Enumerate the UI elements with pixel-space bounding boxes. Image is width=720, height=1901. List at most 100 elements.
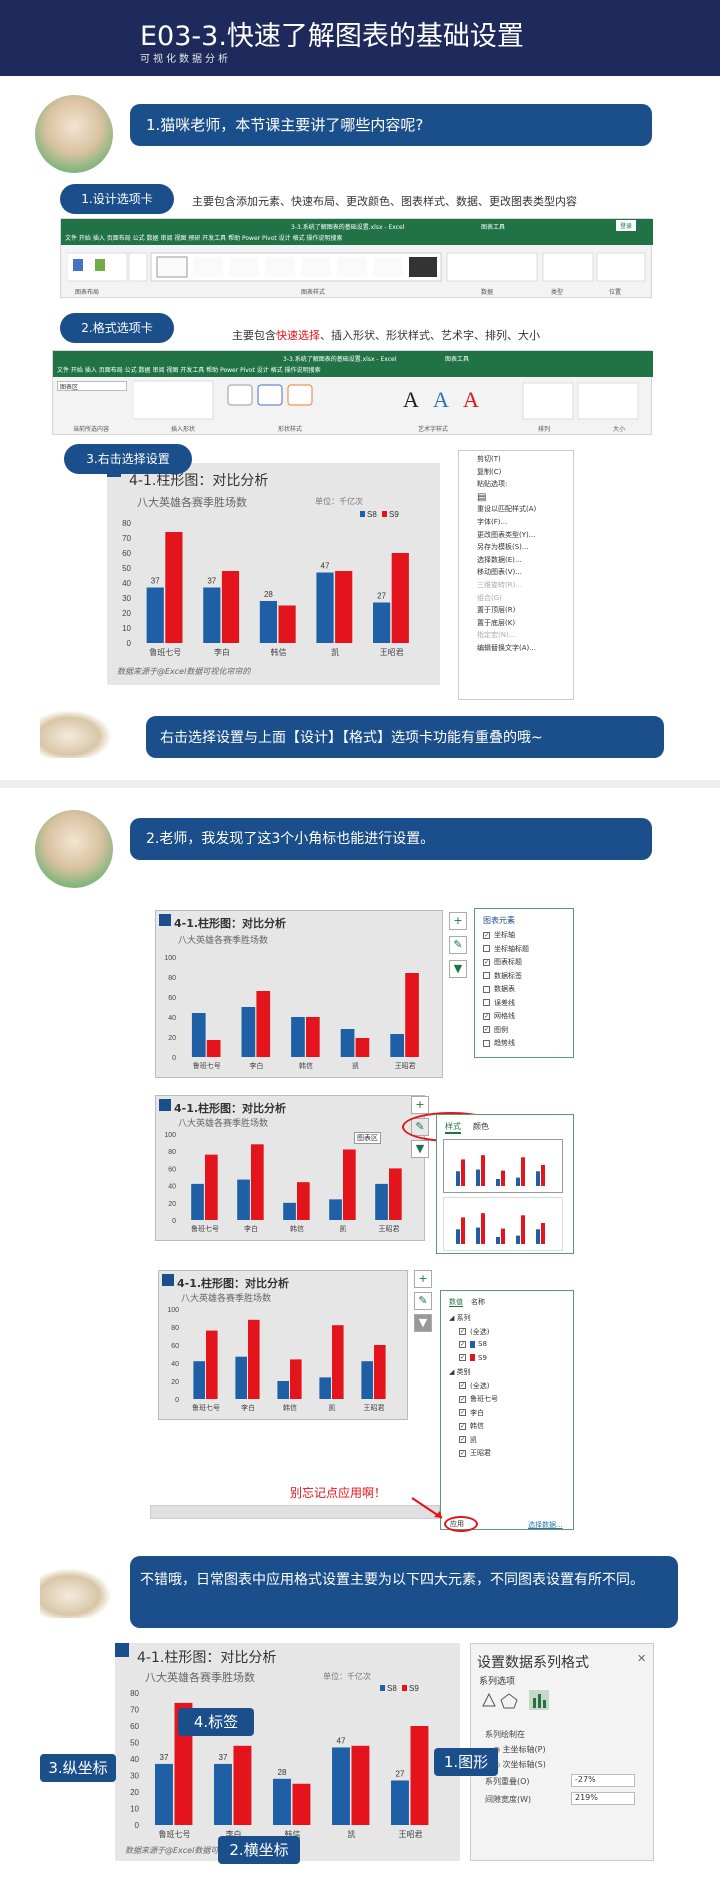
chart-filter-button-3[interactable]: ▼ [414,1314,432,1332]
chart-elements-button-3[interactable]: + [414,1270,432,1288]
menu-send-back[interactable]: 置于底层(K) [477,618,516,627]
series-s8[interactable]: ✓ S8 [459,1340,487,1348]
chart-filter-button-2[interactable]: ▼ [411,1140,429,1158]
element-option[interactable]: 趋势线 [483,1038,565,1052]
element-option[interactable]: ✓ 图例 [483,1025,508,1034]
chart-styles-button[interactable]: ✎ [449,936,467,954]
y-tick-label: 0 [172,1055,176,1062]
legend-label: S9 [389,511,399,519]
bar-S8 [259,601,278,643]
category-option[interactable]: ✓ 李白 [459,1408,484,1417]
category-option[interactable]: ✓ 鲁班七号 [459,1395,498,1403]
style-thumb-2[interactable] [443,1197,563,1251]
thumb-bar [516,1235,520,1244]
bar-S9 [256,991,271,1057]
format-ribbon-gallery[interactable]: A A A [132,379,643,423]
bar-S9 [374,1345,386,1399]
element-option[interactable]: 数据表 [483,984,565,998]
series-all[interactable]: ✓ (全选) [459,1327,490,1336]
primary-axis-radio[interactable]: ◉ 主坐标轴(P) [493,1745,546,1754]
select-data-link[interactable]: 选择数据... [528,1521,563,1529]
small-chart-1[interactable]: 4-1.柱形图：对比分析 八大英雄各赛季胜场数 0 20 40 60 80 100 鲁班七号… [155,910,443,1078]
thumb-bar [541,1165,545,1186]
legend-label: S8 [387,1684,397,1693]
sheet-scrollbar[interactable] [150,1505,440,1519]
format-pane-icons[interactable] [479,1690,559,1710]
category-option[interactable]: ✓ 凯 [459,1435,477,1444]
values-tab[interactable]: 数值 [449,1298,463,1307]
menu-font[interactable]: 字体(F)... [477,517,508,526]
design-ribbon-gallery[interactable] [66,251,647,285]
bar-S9 [292,1783,311,1825]
apply-button[interactable]: 应用 [450,1520,464,1528]
style-thumb-1[interactable] [443,1139,563,1193]
category-option[interactable]: ✓ (全选) [459,1381,490,1390]
login-button[interactable]: 登录 [616,220,637,231]
data-label: 37 [151,577,160,586]
overlap-input[interactable]: -27% [571,1774,635,1787]
cat-icon [40,710,112,758]
ribbon-tabs[interactable]: 文件 开始 插入 页面布局 公式 数据 审阅 视图 预研 开发工具 帮助 Pow… [61,233,653,245]
menu-3d-rotate: 三维旋转(R)... [477,580,523,589]
format-tab-pill: 2.格式选项卡 [60,313,174,343]
x-tick-label: 韩信 [290,1224,304,1233]
annotated-bar-chart: 0 10 20 30 40 50 60 70 80 37 鲁班七号 37 李白 28 韩信 47 凯 27 王昭君 S… [130,1684,429,1839]
element-option[interactable]: ✓ 坐标轴 [483,931,515,939]
ribbon-window-title: 3-3.系统了解图表的基础设置.xlsx - Excel [291,224,405,231]
series-s9[interactable]: ✓ S9 [459,1353,487,1362]
chart-elements-button-2[interactable]: + [411,1096,429,1114]
x-tick-label: 凯 [331,647,339,657]
small-chart-2[interactable]: 4-1.柱形图：对比分析 八大英雄各赛季胜场数 图表区 0 20 40 60 80 100… [155,1095,425,1241]
gap-width-label: 间隙宽度(W) [485,1795,532,1804]
menu-save-template[interactable]: 另存为模板(S)... [477,543,529,552]
legend-swatch-S8 [380,1685,385,1691]
small-chart-title-3: 4-1.柱形图：对比分析 [177,1277,290,1290]
format-series-pane: 设置数据系列格式 ✕ 系列选项 系列绘制在 ◉ 主坐标轴(P) ○ 次坐标轴(S… [470,1643,654,1861]
bar-S8 [203,587,221,643]
x-tick-label: 韩信 [285,1829,301,1839]
gap-width-input[interactable]: 219% [571,1792,635,1805]
colors-tab[interactable]: 颜色 [473,1122,489,1131]
element-option[interactable]: 坐标轴标题 [483,944,565,958]
ribbon-tabs-2[interactable]: 文件 开始 插入 页面布局 公式 数据 审阅 视图 开发工具 帮助 Power … [53,365,653,377]
group-label-insert-shape: 插入形状 [171,426,196,433]
thumb-bar [501,1228,505,1244]
menu-paste-icon[interactable]: ▤ [477,491,487,503]
names-tab[interactable]: 名称 [471,1298,485,1306]
small-chart-3[interactable]: 4-1.柱形图：对比分析 八大英雄各赛季胜场数 0 20 40 60 80 100 鲁班七号… [158,1270,408,1420]
chart-elements-button[interactable]: + [449,912,467,930]
x-tick-label: 鲁班七号 [191,1224,219,1233]
thumb-bar [496,1237,500,1244]
menu-alt-text[interactable]: 编辑替换文字(A)... [477,643,536,652]
element-option[interactable]: ✓ 网格线 [483,1012,515,1020]
ribbon-window-title-2: 3-3.系统了解图表的基础设置.xlsx - Excel [283,356,397,363]
menu-move-chart[interactable]: 移动图表(V)... [477,568,522,577]
menu-cut[interactable]: 剪切(T) [477,455,501,463]
styles-tab[interactable]: 样式 [445,1121,461,1134]
chart-area-select[interactable]: 图表区 [57,381,127,391]
chart-styles-button-3[interactable]: ✎ [414,1292,432,1310]
element-option[interactable]: 数据标签 [483,971,565,985]
menu-select-data[interactable]: 选择数据(E)... [477,555,522,564]
bar-S8 [241,1007,256,1057]
bar-S9 [165,532,183,643]
close-icon[interactable]: ✕ [637,1652,647,1665]
category-option[interactable]: ✓ 王昭君 [459,1449,491,1457]
y-tick-label: 30 [122,594,131,603]
chart-filter-button[interactable]: ▼ [449,960,467,978]
menu-change-type[interactable]: 更改图表类型(Y)... [477,530,536,539]
chart-tools-label: 图表工具 [481,224,506,231]
menu-group: 组合(G) [477,593,502,602]
element-option[interactable]: ✓ 图表标题 [483,958,522,966]
chart-source: 数据来源于@Excel数据可视化帘帘的 [117,667,251,676]
secondary-axis-radio[interactable]: ○ 次坐标轴(S) [493,1760,546,1769]
y-tick-label: 80 [122,519,131,528]
series-options-dropdown[interactable]: 系列选项 [479,1677,516,1687]
element-option[interactable]: 误差线 [483,998,565,1012]
category-option[interactable]: ✓ 韩信 [459,1422,484,1430]
small-bar-chart-2: 020406080100鲁班七号李白韩信凯王昭君S8S9 [164,1132,402,1233]
menu-reset-style[interactable]: 重设以匹配样式(A) [477,505,537,514]
menu-bring-front[interactable]: 置于顶层(R) [477,606,516,615]
legend-swatch-S8 [360,511,365,517]
menu-copy[interactable]: 复制(C) [477,467,502,476]
